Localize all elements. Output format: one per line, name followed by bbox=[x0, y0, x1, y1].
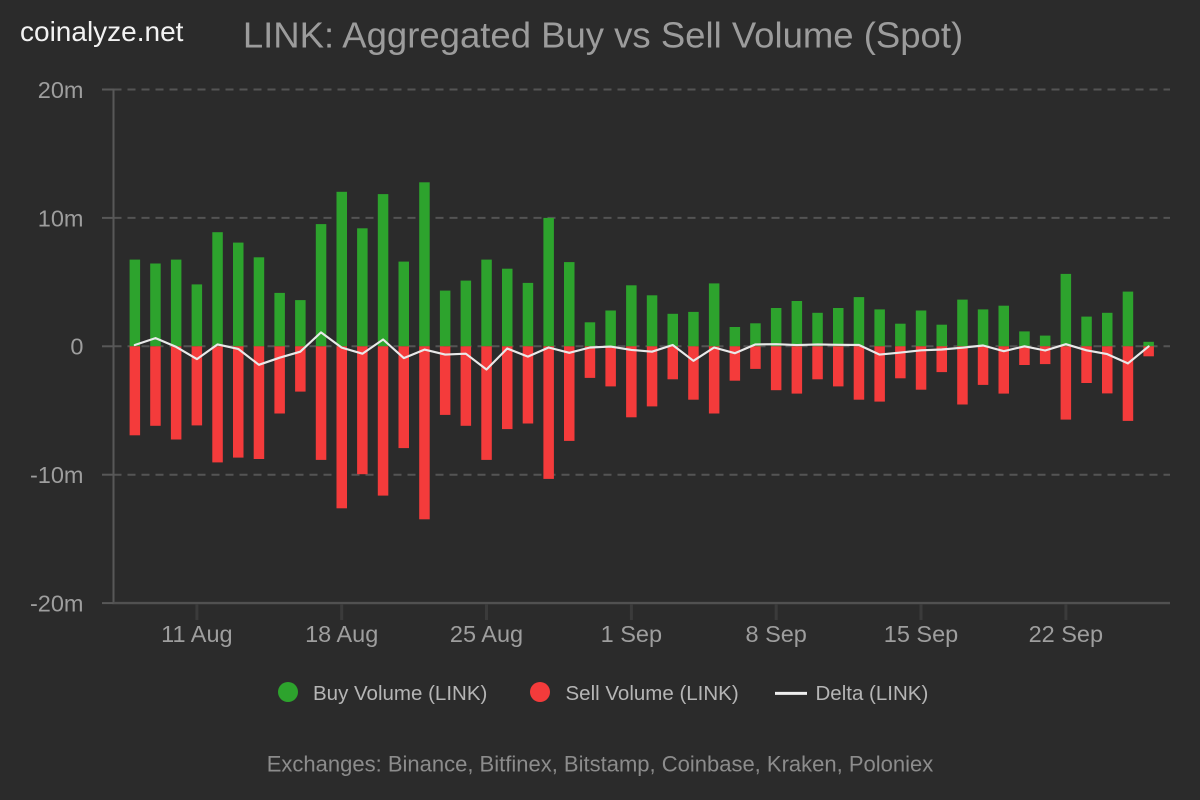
svg-text:Buy Volume (LINK): Buy Volume (LINK) bbox=[313, 682, 487, 705]
svg-text:LINK: Aggregated Buy vs Sell V: LINK: Aggregated Buy vs Sell Volume (Spo… bbox=[243, 15, 963, 56]
svg-text:15 Sep: 15 Sep bbox=[884, 621, 958, 647]
svg-text:18 Aug: 18 Aug bbox=[305, 621, 378, 647]
svg-text:coinalyze.net: coinalyze.net bbox=[20, 16, 184, 47]
svg-text:11 Aug: 11 Aug bbox=[161, 621, 232, 647]
svg-text:Exchanges: Binance, Bitfinex,: Exchanges: Binance, Bitfinex, Bitstamp, … bbox=[267, 752, 933, 777]
svg-text:Delta (LINK): Delta (LINK) bbox=[816, 682, 929, 705]
svg-text:-10m: -10m bbox=[30, 462, 84, 488]
svg-text:8 Sep: 8 Sep bbox=[745, 621, 806, 647]
svg-text:0: 0 bbox=[70, 334, 83, 360]
svg-text:Sell Volume (LINK): Sell Volume (LINK) bbox=[566, 682, 739, 705]
svg-text:1 Sep: 1 Sep bbox=[601, 621, 662, 647]
svg-text:22 Sep: 22 Sep bbox=[1029, 621, 1103, 647]
svg-text:-20m: -20m bbox=[30, 591, 84, 617]
svg-text:25 Aug: 25 Aug bbox=[450, 621, 523, 647]
svg-text:20m: 20m bbox=[38, 77, 84, 103]
svg-text:10m: 10m bbox=[38, 205, 84, 231]
